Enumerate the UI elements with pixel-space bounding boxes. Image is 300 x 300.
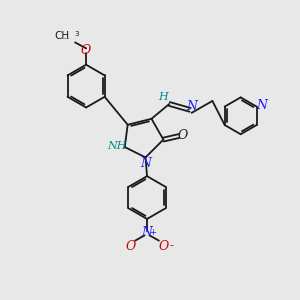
Text: NH: NH — [107, 140, 127, 151]
Text: H: H — [158, 92, 168, 102]
Text: O: O — [126, 240, 136, 253]
Text: CH: CH — [54, 31, 69, 40]
Text: methoxy: methoxy — [64, 37, 70, 39]
Text: N: N — [256, 99, 268, 112]
Text: N: N — [141, 157, 152, 170]
Text: 3: 3 — [74, 31, 79, 37]
Text: O: O — [81, 44, 91, 57]
Text: N: N — [142, 226, 152, 239]
Text: O: O — [159, 240, 169, 253]
Text: +: + — [149, 228, 156, 237]
Text: O: O — [178, 129, 188, 142]
Text: -: - — [169, 240, 173, 250]
Text: N: N — [186, 100, 197, 113]
